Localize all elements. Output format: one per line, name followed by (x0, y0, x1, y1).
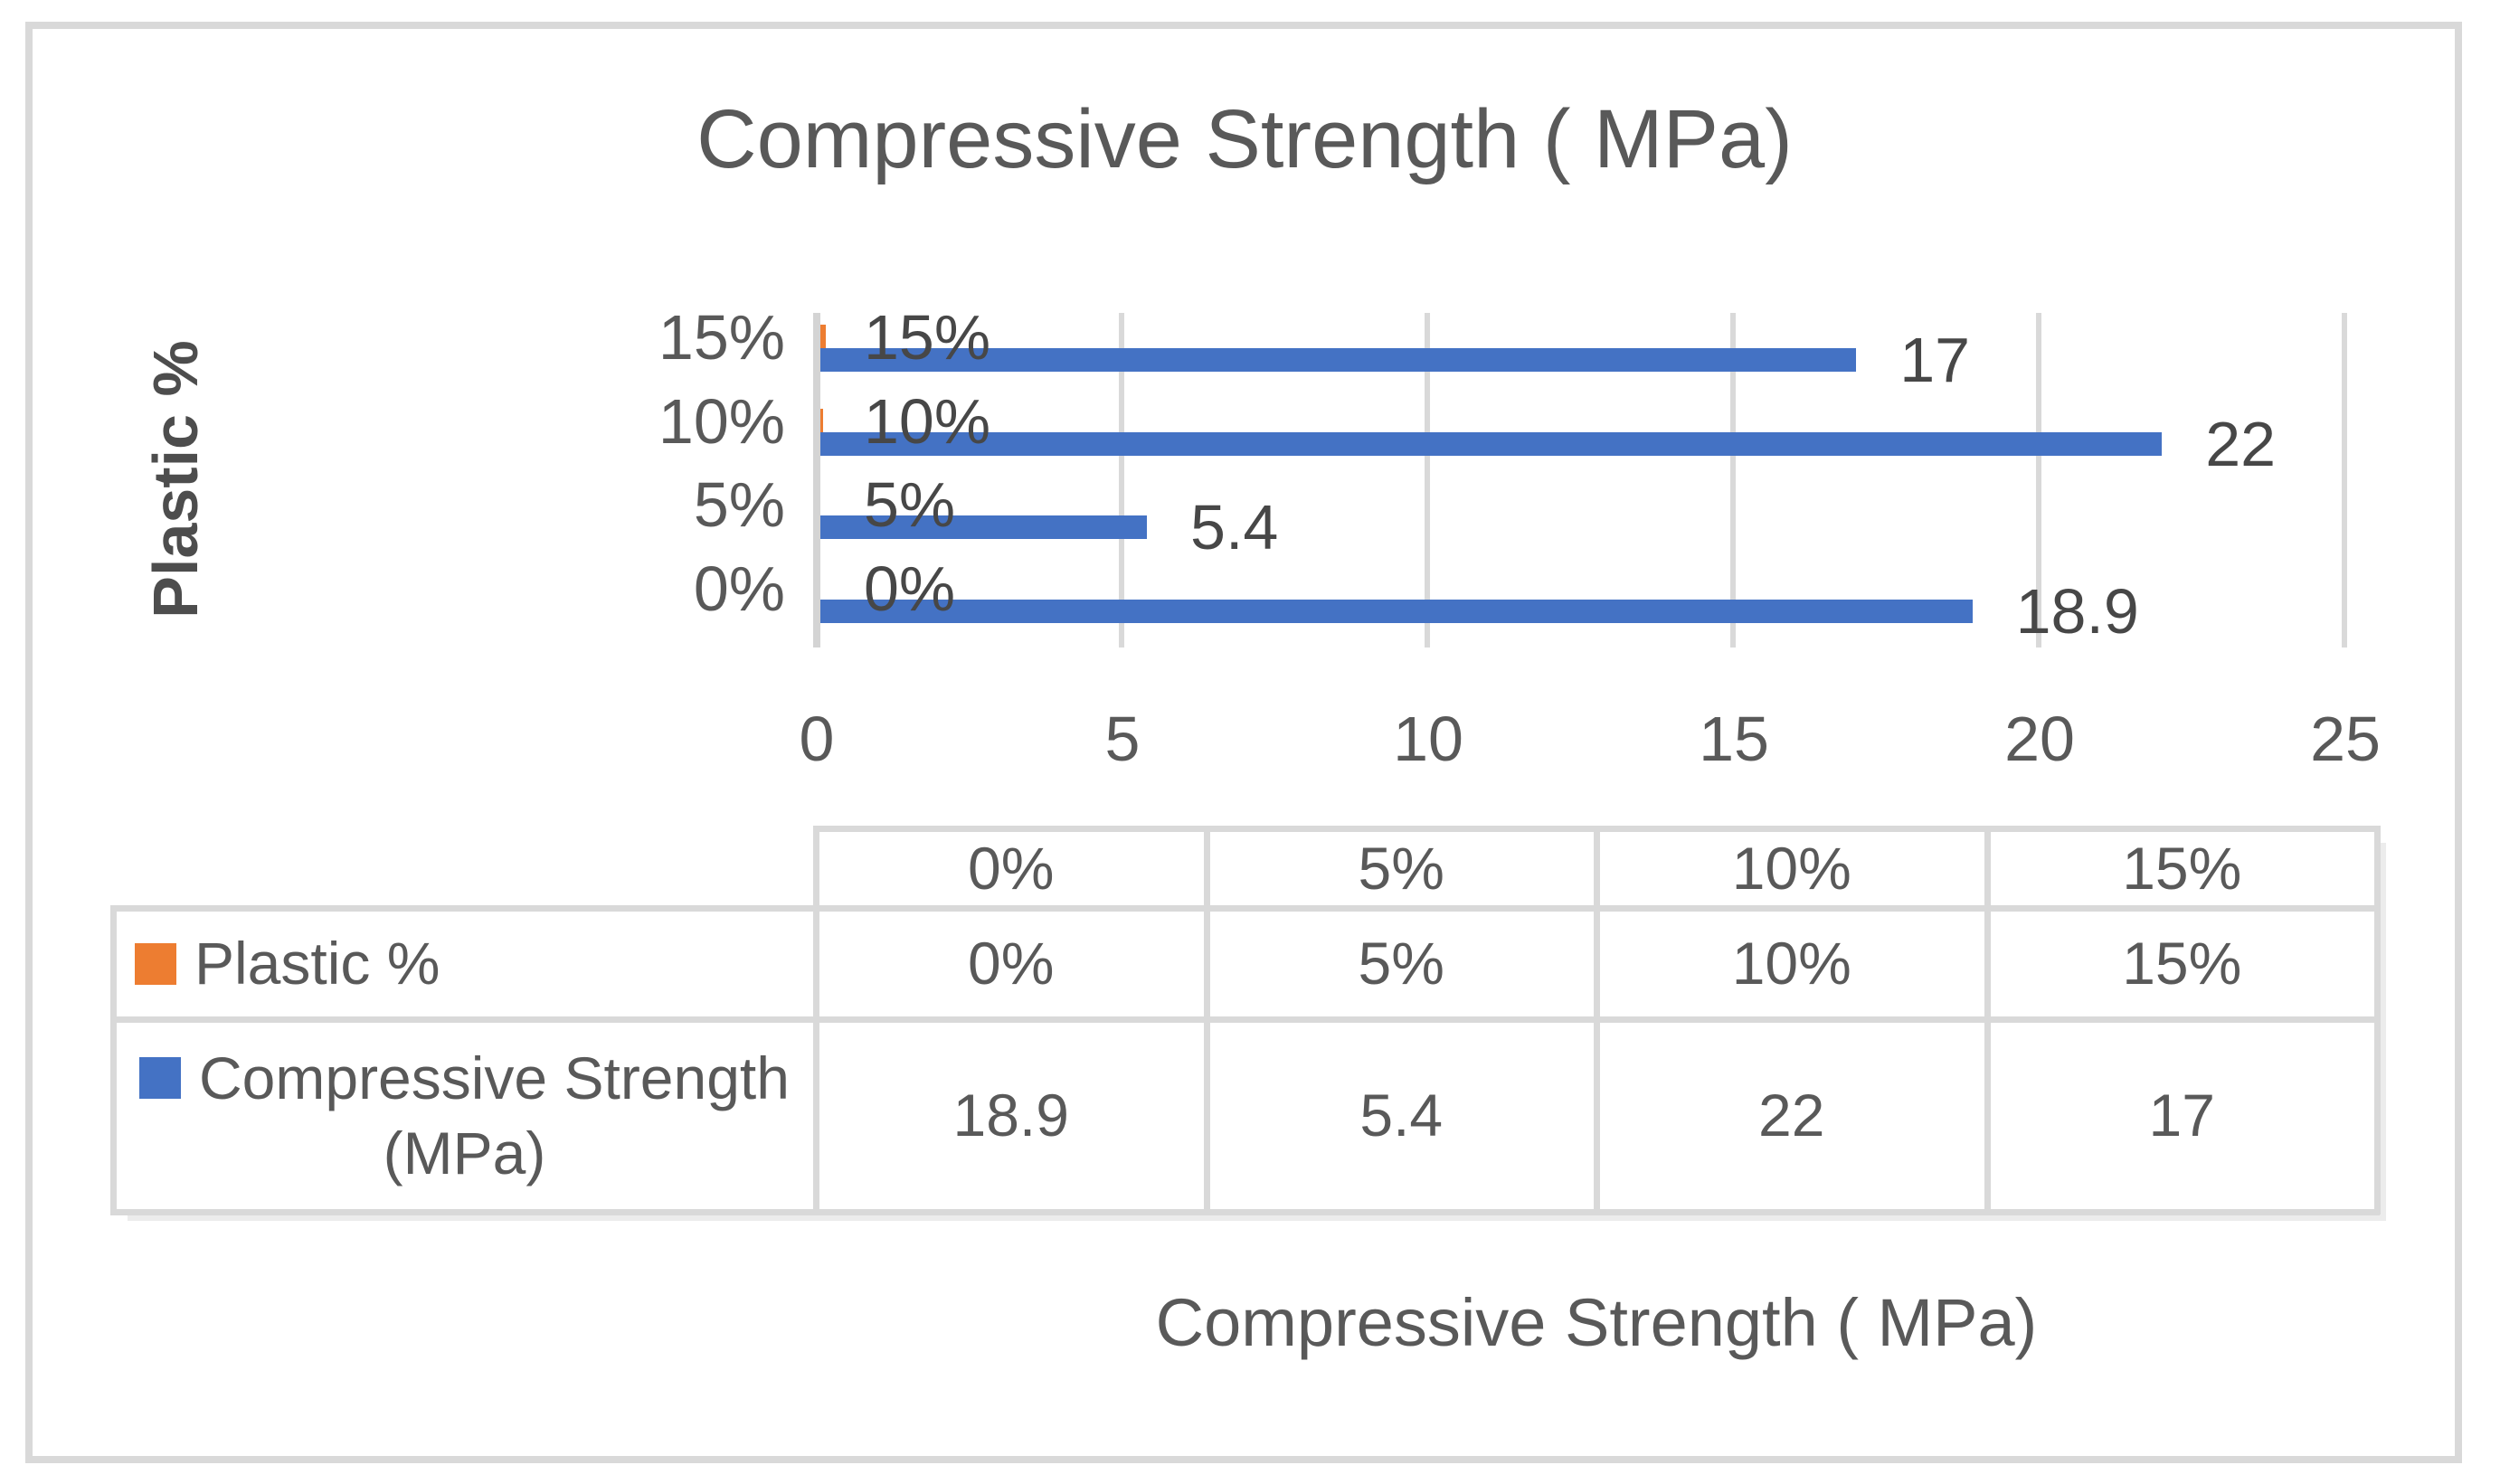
chart-title: Compressive Strength ( MPa) (696, 93, 1793, 185)
table-header-cell: 5% (1358, 834, 1444, 902)
compressive-strength-data-label: 22 (2205, 408, 2277, 479)
x-axis-title: Compressive Strength ( MPa) (1155, 1285, 2038, 1360)
compressive-strength-bar (817, 348, 1857, 372)
table-value-cell: 15% (2122, 930, 2242, 997)
table-border (1203, 826, 1210, 1215)
gridline (1730, 313, 1736, 647)
compressive-strength-bar (817, 599, 1973, 623)
compressive-strength-bar (817, 431, 2163, 456)
category-axis-label: 5% (693, 469, 785, 540)
legend-swatch-compressive (139, 1057, 182, 1100)
x-tick-label: 15 (1699, 704, 1769, 774)
plastic-percent-bar (817, 325, 827, 348)
legend-entry: Compressive Strength (MPa) (113, 1041, 816, 1190)
table-border (2374, 826, 2381, 1215)
table-value-cell: 22 (1758, 1082, 1825, 1149)
category-axis-label: 15% (658, 302, 785, 373)
legend-line-1: Compressive Strength (139, 1041, 790, 1116)
legend-label: Plastic % (194, 930, 440, 997)
gridline (1425, 313, 1430, 647)
table-border (1594, 826, 1600, 1215)
table-border-bottom (110, 1209, 2380, 1215)
table-border (110, 1016, 2380, 1023)
table-border (813, 826, 819, 1215)
table-value-cell: 0% (968, 930, 1055, 997)
compressive-strength-bar (817, 515, 1148, 539)
table-row-label-cell: Compressive Strength (MPa) (113, 1019, 816, 1212)
table-header-cell: 0% (968, 834, 1055, 902)
table-value-cell: 18.9 (952, 1082, 1069, 1149)
compressive-strength-data-label: 5.4 (1190, 492, 1279, 562)
compressive-strength-data-label: 18.9 (2015, 575, 2139, 647)
x-tick-label: 25 (2310, 704, 2381, 774)
x-tick-label: 10 (1393, 704, 1463, 774)
table-border (1984, 826, 1991, 1215)
table-header-cell: 15% (2122, 834, 2242, 902)
x-tick-label: 5 (1104, 704, 1141, 774)
x-tick-label: 0 (799, 704, 835, 774)
plastic-percent-data-label: 10% (864, 385, 991, 457)
plastic-percent-data-label: 5% (864, 469, 956, 540)
category-axis-labels: 0% 5% 10% 15% (0, 302, 785, 647)
table-header-cell: 10% (1731, 834, 1851, 902)
legend-swatch-plastic (135, 942, 176, 985)
table-value-cell: 5% (1358, 930, 1444, 997)
gridline (2036, 313, 2041, 647)
plastic-percent-data-label: 15% (864, 302, 991, 373)
x-tick-label: 20 (2004, 704, 2075, 774)
table-value-cell: 5.4 (1359, 1082, 1444, 1149)
category-axis-line (813, 313, 820, 647)
legend-label: Compressive Strength (199, 1044, 790, 1111)
legend-entry: Plastic % (135, 926, 440, 1001)
table-border (110, 905, 2380, 912)
plot-area: 0% 18.9 5% 5.4 10% 22 15% 17 (813, 302, 2347, 647)
category-axis-label: 0% (693, 553, 785, 624)
data-table: 0% 5% 10% 15% Plastic % 0% 5% 10% 15% Compressive… (110, 826, 2381, 1215)
figure-border (25, 22, 2462, 1463)
category-axis-label: 10% (658, 385, 785, 457)
x-axis-tick-labels: 0 5 10 15 20 25 (800, 703, 2381, 775)
table-border-left (110, 905, 117, 1215)
gridline (1119, 313, 1124, 647)
table-value-cell: 10% (1731, 930, 1851, 997)
compressive-strength-data-label: 17 (1899, 325, 1971, 395)
legend-label-line-2: (MPa) (383, 1119, 546, 1186)
plastic-percent-data-label: 0% (864, 553, 956, 624)
gridline (2342, 313, 2347, 647)
table-row-label-cell: Plastic % (113, 908, 816, 1019)
table-value-cell: 17 (2148, 1082, 2215, 1149)
